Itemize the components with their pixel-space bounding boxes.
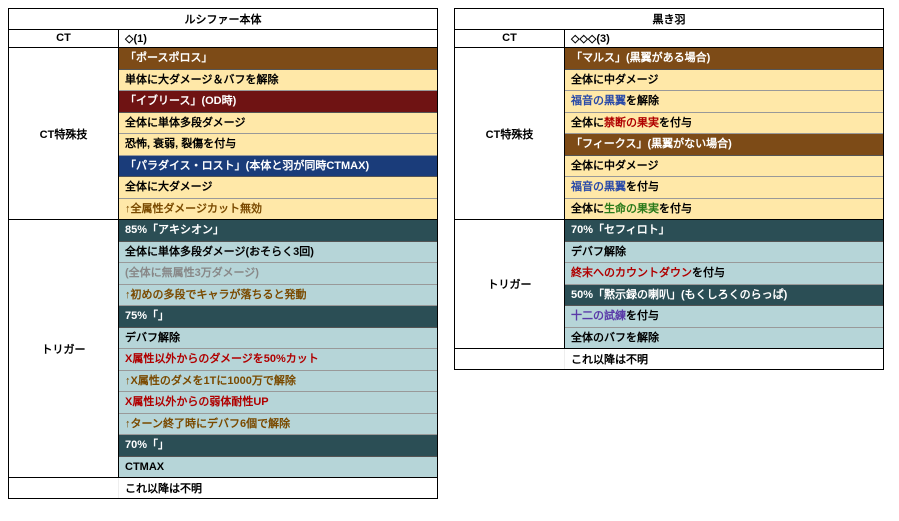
table-row: 「イブリース」(OD時) [119, 91, 437, 113]
table-row: デバフ解除 [119, 328, 437, 350]
section-rows: 「マルス」(黒翼がある場合)全体に中ダメージ福音の黒翼を解除全体に禁断の果実を付… [565, 48, 883, 219]
table-row: ↑初めの多段でキャラが落ちると発動 [119, 285, 437, 307]
section-rows: 「ポースポロス」単体に大ダメージ＆バフを解除「イブリース」(OD時)全体に単体多… [119, 48, 437, 219]
section-label: CT特殊技 [455, 48, 565, 219]
footer-row: これ以降は不明 [9, 477, 437, 498]
footer-text: これ以降は不明 [119, 478, 437, 498]
table-row: 70%「セフィロト」 [565, 220, 883, 242]
table-row: 「パラダイス・ロスト」(本体と羽が同時CTMAX) [119, 156, 437, 178]
section: トリガー85%「アキシオン」全体に単体多段ダメージ(おそらく3回)(全体に無属性… [9, 220, 437, 477]
ct-value: ◇◇◇(3) [565, 30, 883, 47]
sections-container: CT特殊技「ポースポロス」単体に大ダメージ＆バフを解除「イブリース」(OD時)全… [9, 48, 437, 477]
table-row: ↑ターン終了時にデバフ6個で解除 [119, 414, 437, 436]
footer-row: これ以降は不明 [455, 348, 883, 369]
section: CT特殊技「ポースポロス」単体に大ダメージ＆バフを解除「イブリース」(OD時)全… [9, 48, 437, 220]
footer-text: これ以降は不明 [565, 349, 883, 369]
table-row: 全体に生命の果実を付与 [565, 199, 883, 220]
table-row: デバフ解除 [565, 242, 883, 264]
table-row: X属性以外からのダメージを50%カット [119, 349, 437, 371]
ct-header: CT ◇(1) [9, 30, 437, 48]
ct-label: CT [455, 30, 565, 47]
left-panel: ルシファー本体 CT ◇(1) CT特殊技「ポースポロス」単体に大ダメージ＆バフ… [8, 8, 438, 499]
table-row: 「フィークス」(黒翼がない場合) [565, 134, 883, 156]
table-row: 70%「」 [119, 435, 437, 457]
table-row: 恐怖, 衰弱, 裂傷を付与 [119, 134, 437, 156]
table-row: 終末へのカウントダウンを付与 [565, 263, 883, 285]
sections-container: CT特殊技「マルス」(黒翼がある場合)全体に中ダメージ福音の黒翼を解除全体に禁断… [455, 48, 883, 348]
table-row: 全体に中ダメージ [565, 70, 883, 92]
table-row: 「ポースポロス」 [119, 48, 437, 70]
panel-title: 黒き羽 [455, 9, 883, 30]
table-row: 全体のバフを解除 [565, 328, 883, 349]
ct-value: ◇(1) [119, 30, 437, 47]
section: CT特殊技「マルス」(黒翼がある場合)全体に中ダメージ福音の黒翼を解除全体に禁断… [455, 48, 883, 220]
table-row: 十二の試練を付与 [565, 306, 883, 328]
section: トリガー70%「セフィロト」デバフ解除終末へのカウントダウンを付与50%「黙示録… [455, 220, 883, 348]
table-row: ↑X属性のダメを1Tに1000万で解除 [119, 371, 437, 393]
table-row: 福音の黒翼を付与 [565, 177, 883, 199]
table-row: CTMAX [119, 457, 437, 478]
table-row: ↑全属性ダメージカット無効 [119, 199, 437, 220]
ct-label: CT [9, 30, 119, 47]
table-row: (全体に無属性3万ダメージ) [119, 263, 437, 285]
table-row: 全体に禁断の果実を付与 [565, 113, 883, 135]
table-row: 福音の黒翼を解除 [565, 91, 883, 113]
table-row: 75%「」 [119, 306, 437, 328]
table-row: 全体に単体多段ダメージ [119, 113, 437, 135]
section-rows: 70%「セフィロト」デバフ解除終末へのカウントダウンを付与50%「黙示録の喇叭」… [565, 220, 883, 348]
table-row: 「マルス」(黒翼がある場合) [565, 48, 883, 70]
table-row: 50%「黙示録の喇叭」(もくしろくのらっぱ) [565, 285, 883, 307]
table-row: 単体に大ダメージ＆バフを解除 [119, 70, 437, 92]
right-panel: 黒き羽 CT ◇◇◇(3) CT特殊技「マルス」(黒翼がある場合)全体に中ダメー… [454, 8, 884, 370]
panel-title: ルシファー本体 [9, 9, 437, 30]
table-row: 全体に大ダメージ [119, 177, 437, 199]
table-row: X属性以外からの弱体耐性UP [119, 392, 437, 414]
table-row: 全体に単体多段ダメージ(おそらく3回) [119, 242, 437, 264]
table-row: 全体に中ダメージ [565, 156, 883, 178]
section-label: CT特殊技 [9, 48, 119, 219]
section-label: トリガー [9, 220, 119, 477]
section-label: トリガー [455, 220, 565, 348]
section-rows: 85%「アキシオン」全体に単体多段ダメージ(おそらく3回)(全体に無属性3万ダメ… [119, 220, 437, 477]
table-row: 85%「アキシオン」 [119, 220, 437, 242]
ct-header: CT ◇◇◇(3) [455, 30, 883, 48]
